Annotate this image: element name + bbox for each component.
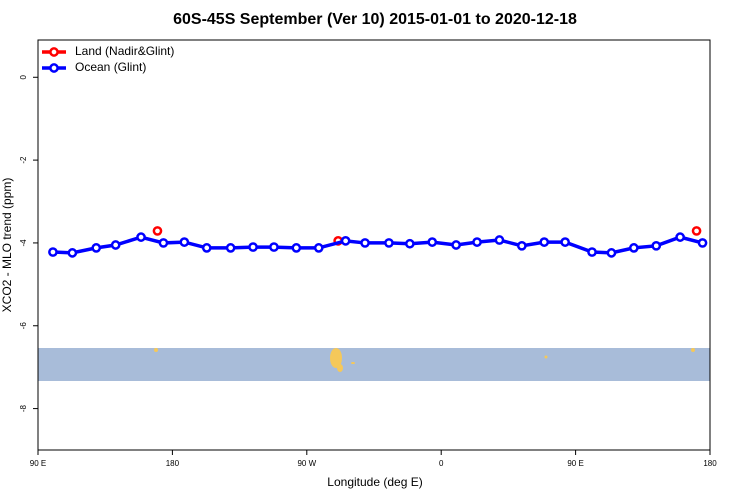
data-point [136, 232, 146, 242]
x-tick-label: 180 [166, 459, 180, 468]
data-point [313, 243, 324, 253]
legend-marker [49, 63, 59, 73]
land-shape [544, 355, 548, 359]
data-point [451, 240, 461, 250]
x-tick-label: 90 E [567, 459, 583, 468]
y-tick-label: -6 [19, 322, 28, 330]
data-point [179, 237, 190, 247]
data-point [225, 243, 236, 253]
land-shape [691, 348, 695, 352]
y-axis-label: XCO2 - MLO trend (ppm) [0, 178, 14, 313]
x-tick-label: 90 W [297, 459, 316, 468]
data-point [67, 248, 78, 258]
data-point [606, 248, 617, 258]
x-tick-label: 90 E [30, 459, 46, 468]
map-strip [38, 348, 710, 381]
data-point [340, 236, 351, 246]
x-axis-label: Longitude (deg E) [327, 475, 422, 489]
data-point [48, 247, 58, 257]
x-tick-label: 0 [439, 459, 444, 468]
x-tick-label: 180 [703, 459, 717, 468]
data-point [91, 243, 102, 253]
data-point [539, 237, 550, 247]
land-shape [337, 364, 343, 372]
y-tick-label: -8 [19, 404, 28, 412]
land-shape [154, 348, 158, 352]
data-point [472, 237, 482, 247]
plot-frame [37, 39, 711, 451]
data-point [560, 237, 570, 247]
data-point [201, 243, 212, 253]
chart-title: 60S-45S September (Ver 10) 2015-01-01 to… [173, 11, 577, 28]
data-point [384, 238, 394, 248]
data-point [587, 247, 597, 257]
data-point [248, 242, 258, 252]
data-point [628, 243, 639, 253]
data-point [404, 238, 415, 249]
land-shape [330, 348, 342, 368]
legend-label: Land (Nadir&Glint) [75, 44, 174, 58]
data-point [494, 235, 505, 245]
data-point [516, 240, 527, 251]
land-shape [351, 362, 355, 364]
data-point [675, 232, 685, 242]
data-point [651, 240, 662, 251]
legend-marker [49, 47, 59, 57]
data-point [269, 242, 279, 252]
legend-label: Ocean (Glint) [75, 60, 146, 74]
y-tick-label: -2 [19, 156, 28, 164]
data-point [427, 237, 438, 247]
ocean-band [38, 348, 710, 381]
data-point [691, 226, 702, 236]
data-point [360, 238, 370, 248]
y-tick-label: 0 [19, 74, 28, 79]
y-tick-label: -4 [19, 239, 28, 247]
data-point [697, 238, 708, 248]
data-point [158, 238, 169, 248]
data-point [152, 226, 163, 236]
data-point [110, 240, 121, 250]
data-point [291, 243, 302, 253]
